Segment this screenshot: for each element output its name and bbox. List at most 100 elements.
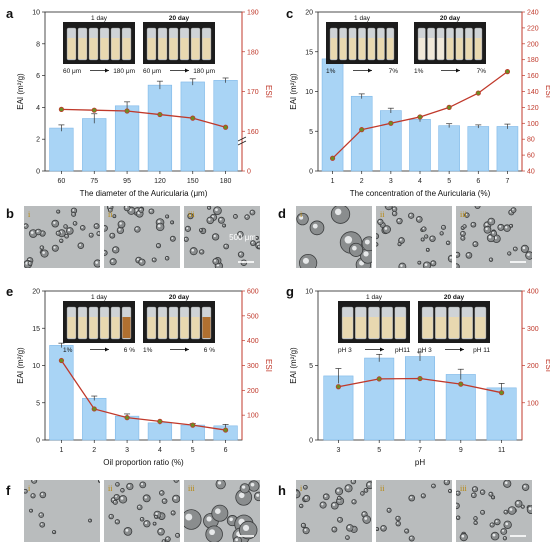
y-tick-label: 0 bbox=[36, 438, 40, 445]
droplet-highlight bbox=[53, 221, 56, 224]
droplet-highlight bbox=[334, 208, 342, 216]
droplet-highlight bbox=[476, 206, 478, 207]
droplet-highlight bbox=[40, 523, 43, 526]
droplet bbox=[420, 493, 426, 499]
x-tick-label: 4 bbox=[158, 447, 162, 454]
droplet bbox=[331, 526, 338, 533]
droplet-highlight bbox=[238, 232, 241, 235]
droplet-highlight bbox=[214, 508, 221, 515]
micrograph: ii bbox=[376, 206, 452, 268]
droplet bbox=[299, 503, 304, 509]
droplet-highlight bbox=[324, 495, 327, 498]
bar bbox=[147, 84, 173, 172]
inset-day-label: 20 day bbox=[440, 15, 461, 22]
droplet-highlight bbox=[95, 224, 97, 227]
droplet-highlight bbox=[209, 529, 215, 536]
droplets bbox=[296, 480, 372, 540]
droplet-highlight bbox=[125, 529, 129, 532]
bar bbox=[467, 126, 490, 172]
droplet bbox=[113, 493, 120, 501]
y2-tick-label: 300 bbox=[247, 363, 259, 370]
micrograph-label: iii bbox=[188, 484, 195, 493]
droplet-highlight bbox=[338, 518, 341, 521]
x-tick-label: 3 bbox=[125, 447, 129, 454]
y-tick-label: 10 bbox=[32, 363, 40, 370]
droplet-highlight bbox=[111, 259, 114, 263]
esi-point bbox=[417, 114, 423, 120]
bar bbox=[496, 126, 519, 172]
droplet bbox=[361, 236, 372, 252]
y-tick-label: 5 bbox=[36, 400, 40, 407]
droplet-highlight bbox=[171, 511, 174, 514]
inset-range-start: 1% bbox=[63, 347, 73, 354]
droplet-highlight bbox=[364, 517, 368, 520]
droplet-highlight bbox=[426, 248, 428, 251]
droplet bbox=[489, 522, 495, 528]
droplet-highlight bbox=[489, 219, 492, 222]
inset-photo: 1 day 60 μm 180 μm bbox=[63, 15, 135, 75]
droplet bbox=[429, 235, 436, 242]
droplet-highlight bbox=[396, 522, 399, 524]
panel-a: a 0 2 4 6 8 10 0 160 170 180 190 60 75 95 120 150 180 EAI … bbox=[6, 6, 273, 198]
droplet-highlight bbox=[362, 512, 365, 515]
droplet-highlight bbox=[528, 507, 532, 511]
droplet-highlight bbox=[499, 225, 502, 228]
droplet bbox=[408, 212, 415, 219]
y-tick-label: 6 bbox=[36, 73, 40, 80]
vial-liquid bbox=[191, 317, 200, 338]
droplet bbox=[117, 220, 126, 229]
y2-tick-label: 300 bbox=[527, 326, 539, 333]
vial-liquid bbox=[202, 38, 211, 59]
esi-point bbox=[388, 120, 394, 126]
droplet bbox=[79, 225, 86, 231]
vial-liquid bbox=[147, 317, 156, 338]
panel-letter: b bbox=[6, 206, 14, 221]
droplet-highlight bbox=[503, 537, 506, 539]
droplet bbox=[88, 232, 94, 238]
x-tick-label: 3 bbox=[389, 178, 393, 185]
droplet bbox=[488, 257, 494, 262]
droplet-highlight bbox=[67, 228, 71, 232]
y2-tick-label: 160 bbox=[527, 73, 539, 80]
droplet bbox=[525, 251, 532, 260]
droplet-highlight bbox=[472, 493, 475, 496]
droplet-highlight bbox=[256, 493, 260, 497]
droplet-highlight bbox=[215, 208, 218, 212]
droplet bbox=[118, 495, 128, 504]
droplet bbox=[472, 241, 479, 248]
vial-liquid bbox=[147, 38, 156, 59]
droplet bbox=[39, 521, 46, 528]
droplet bbox=[397, 242, 402, 247]
droplet bbox=[40, 249, 49, 258]
droplet bbox=[322, 493, 330, 501]
droplet-highlight bbox=[505, 522, 509, 526]
droplet-highlight bbox=[336, 489, 340, 492]
droplet-highlight bbox=[40, 246, 43, 248]
droplet-highlight bbox=[418, 261, 420, 263]
droplet bbox=[64, 233, 69, 239]
droplet bbox=[395, 515, 401, 522]
droplet-highlight bbox=[495, 520, 498, 523]
esi-line bbox=[61, 108, 226, 128]
droplet-highlight bbox=[42, 251, 45, 254]
droplet-highlight bbox=[449, 256, 452, 259]
droplet bbox=[447, 488, 452, 494]
y2-tick-label: 180 bbox=[247, 49, 259, 56]
droplet-highlight bbox=[485, 227, 488, 231]
inset-range-end: pH 11 bbox=[473, 347, 490, 354]
vial-liquid bbox=[100, 317, 109, 338]
droplet-highlight bbox=[213, 259, 216, 262]
y-tick-label: 10 bbox=[305, 89, 313, 96]
bar bbox=[486, 387, 517, 441]
droplet bbox=[335, 487, 344, 496]
y2-tick-label: 200 bbox=[527, 363, 539, 370]
droplet bbox=[350, 480, 357, 485]
esi-point bbox=[359, 127, 365, 133]
vial-liquid bbox=[191, 38, 200, 59]
vial-liquid bbox=[368, 38, 375, 59]
droplet bbox=[430, 260, 437, 267]
droplet-highlight bbox=[516, 501, 519, 505]
droplet-highlight bbox=[144, 496, 148, 499]
droplet-highlight bbox=[109, 515, 112, 517]
droplet bbox=[96, 231, 100, 237]
